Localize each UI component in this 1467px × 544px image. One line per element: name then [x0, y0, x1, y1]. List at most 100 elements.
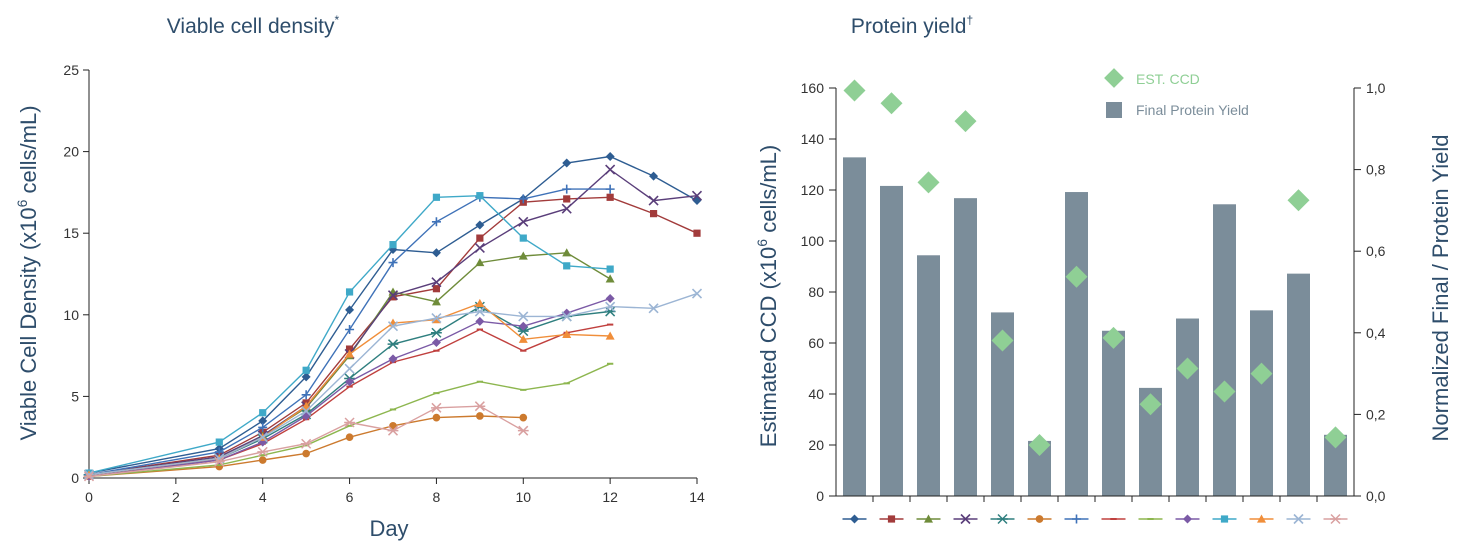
- series-13-point-shape: [344, 363, 355, 374]
- series-11-point-shape: [606, 265, 614, 273]
- series-13-point-shape: [431, 312, 442, 324]
- series-1-point-shape: [649, 171, 659, 181]
- series-4-point: [431, 277, 442, 288]
- category-key-marker-11: [1220, 515, 1229, 523]
- series-4-point: [474, 242, 485, 253]
- bar-4: [954, 198, 977, 496]
- series-3-point-shape: [475, 258, 485, 267]
- right-y-axis-label: Estimated CCD (x106 cells/mL): [754, 145, 781, 447]
- category-key-marker-13: [1293, 513, 1304, 525]
- series-4-point: [648, 195, 659, 206]
- ccd-point-9: [1139, 393, 1162, 416]
- ccd-point-5-shape: [991, 329, 1014, 352]
- series-1-point-shape: [258, 416, 268, 426]
- category-key-marker-12: [1257, 514, 1266, 523]
- left-x-tick-label: 2: [172, 489, 180, 505]
- left-y-tick-label: 5: [71, 388, 79, 404]
- right-y-tick-label: 80: [808, 284, 824, 300]
- series-4-point-shape: [691, 190, 703, 201]
- series-10-point-shape: [605, 293, 615, 303]
- bar-13: [1287, 273, 1310, 496]
- series-2-point-shape: [432, 285, 441, 293]
- series-1-point: [605, 151, 615, 161]
- series-14-point: [300, 438, 312, 449]
- category-key-marker-3-shape: [924, 514, 933, 523]
- series-12-point: [345, 349, 355, 358]
- series-13-point: [83, 469, 95, 480]
- series-13-point-shape: [257, 432, 268, 443]
- right-y-tick-label: 160: [801, 80, 825, 96]
- right-y-tick-label: 100: [801, 233, 825, 249]
- series-11-point: [563, 262, 571, 270]
- series-1-point-shape: [475, 220, 485, 230]
- ccd-point-7-shape: [1065, 265, 1088, 288]
- series-2-point: [389, 293, 397, 301]
- series-4-point-shape: [561, 203, 572, 214]
- ccd-point-8-shape: [1102, 326, 1125, 349]
- right-y2-tick-label: 0,6: [1366, 243, 1386, 259]
- series-3-point-shape: [605, 274, 615, 283]
- series-11-point-shape: [476, 192, 484, 200]
- series-14-point: [83, 471, 95, 482]
- series-6-point-shape: [476, 412, 484, 420]
- series-4-point: [605, 164, 616, 175]
- ccd-point-13: [1287, 189, 1310, 212]
- series-1-point: [692, 196, 702, 206]
- series-12-point: [518, 334, 528, 343]
- legend-ccd-swatch: [1104, 68, 1124, 88]
- series-11-point-shape: [302, 366, 310, 374]
- category-key-marker-7: [1072, 514, 1081, 524]
- series-11-point: [606, 265, 614, 273]
- series-6-point-shape: [258, 456, 267, 464]
- series-11-point-shape: [389, 241, 397, 249]
- bar-14: [1324, 434, 1347, 496]
- series-1-point: [649, 171, 659, 181]
- series-1-point-shape: [301, 372, 311, 382]
- series-6-point-shape: [345, 433, 354, 442]
- left-x-tick-label: 6: [346, 489, 354, 505]
- series-14-point-shape: [474, 401, 486, 412]
- series-3-point-shape: [562, 248, 572, 257]
- series-2-point-shape: [693, 229, 701, 237]
- bar-10: [1176, 318, 1199, 496]
- ccd-point-6: [1028, 434, 1051, 456]
- ccd-point-14: [1324, 426, 1347, 449]
- series-13-point-shape: [561, 311, 572, 322]
- series-4-point-shape: [648, 195, 659, 206]
- right-y-tick-label: 40: [808, 386, 824, 402]
- category-key-marker-10: [1183, 514, 1192, 524]
- series-1-point: [345, 305, 355, 315]
- category-key-marker-14: [1330, 513, 1341, 525]
- series-6-point: [345, 433, 354, 442]
- series-2-point-shape: [476, 234, 484, 242]
- series-4-point-shape: [387, 290, 399, 301]
- series-6-point: [389, 421, 397, 430]
- series-11-point-shape: [215, 438, 223, 446]
- series-11-point: [259, 409, 267, 417]
- ccd-point-4: [954, 110, 977, 133]
- category-key-marker-5: [997, 513, 1008, 525]
- series-13-point: [648, 303, 659, 314]
- series-7-point-shape: [345, 324, 355, 334]
- series-6-point: [302, 449, 310, 458]
- series-1-point: [562, 158, 572, 168]
- series-7-point-shape: [605, 184, 615, 194]
- right-y2-axis-label: Normalized Final / Protein Yield: [1428, 135, 1453, 442]
- series-13-point-shape: [605, 301, 616, 312]
- series-13-point: [344, 363, 355, 374]
- bar-2: [880, 185, 903, 497]
- category-key-marker-10-shape: [1183, 514, 1192, 524]
- series-11-point: [215, 438, 223, 446]
- series-14-point-shape: [257, 446, 269, 457]
- series-5-point-shape: [517, 326, 529, 337]
- series-7-point: [431, 217, 441, 227]
- series-11-point: [476, 192, 484, 200]
- right-y-tick-label: 60: [808, 335, 824, 351]
- ccd-point-3: [917, 171, 940, 194]
- series-1-point: [431, 248, 441, 258]
- series-13-point: [301, 406, 312, 417]
- left-x-axis-label: Day: [369, 516, 408, 541]
- series-11-point-shape: [259, 409, 267, 417]
- series-11-point: [389, 241, 397, 249]
